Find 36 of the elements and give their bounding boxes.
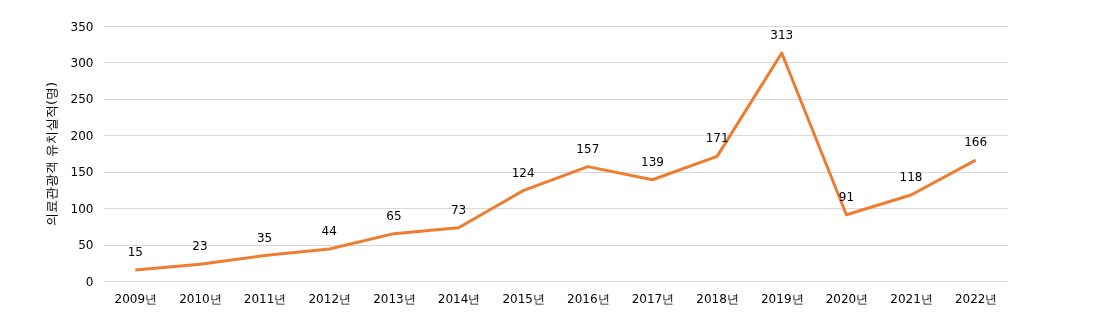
x-tick-label: 2016년 xyxy=(567,291,610,306)
y-tick-label: 50 xyxy=(78,238,94,253)
x-tick-label: 2022년 xyxy=(954,291,998,306)
x-tick-label: 2017년 xyxy=(631,291,675,306)
y-axis-title: 의료관광객 유치실적(명) xyxy=(43,81,59,227)
y-tick-label: 300 xyxy=(70,55,94,70)
x-tick-label: 2019년 xyxy=(760,291,804,306)
y-tick-label: 100 xyxy=(70,201,94,216)
x-tick-label: 2018년 xyxy=(696,291,739,306)
x-tick-label: 2012년 xyxy=(308,291,352,306)
data-label: 157 xyxy=(576,141,600,156)
y-tick-label: 0 xyxy=(85,274,94,289)
data-label: 44 xyxy=(321,223,337,238)
x-tick-label: 2013년 xyxy=(373,291,416,306)
data-label: 124 xyxy=(511,165,535,180)
data-label: 65 xyxy=(386,208,402,223)
data-label: 166 xyxy=(964,135,988,150)
x-tick-label: 2011년 xyxy=(243,291,287,306)
x-tick-label: 2009년 xyxy=(114,291,158,306)
data-label: 23 xyxy=(192,239,208,254)
x-tick-label: 2014년 xyxy=(437,291,481,306)
data-label: 313 xyxy=(770,27,794,42)
x-tick-label: 2020년 xyxy=(825,291,869,306)
y-tick-label: 200 xyxy=(70,128,94,143)
data-label: 35 xyxy=(256,230,273,245)
data-label: 118 xyxy=(899,170,923,185)
x-tick-label: 2010년 xyxy=(179,291,222,306)
data-label: 171 xyxy=(705,131,729,146)
y-tick-label: 250 xyxy=(70,92,94,107)
y-tick-label: 150 xyxy=(70,165,94,180)
data-label: 139 xyxy=(641,154,664,169)
y-tick-label: 350 xyxy=(70,19,94,34)
data-label: 73 xyxy=(450,202,467,217)
x-tick-label: 2015년 xyxy=(502,291,545,306)
data-label: 15 xyxy=(127,245,143,260)
x-tick-label: 2021년 xyxy=(890,291,933,306)
